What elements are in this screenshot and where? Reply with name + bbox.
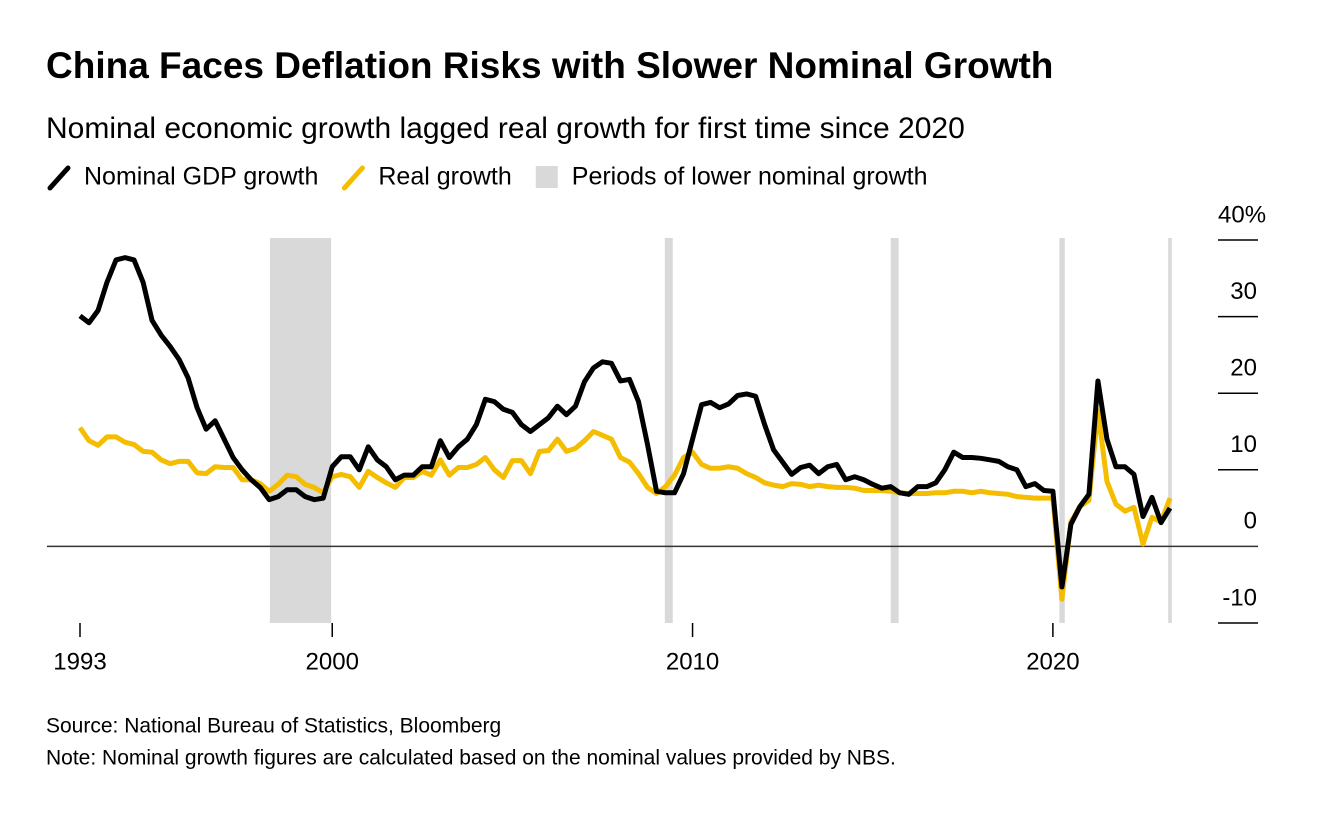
y-tick-label: 40% (1218, 201, 1266, 228)
legend-swatch (47, 165, 71, 191)
period-band (269, 238, 332, 623)
legend-swatch (535, 166, 558, 188)
y-tick-label: 0 (1244, 508, 1257, 535)
period-band (664, 238, 673, 623)
legend-swatch (341, 165, 365, 191)
series-line (78, 255, 1173, 590)
legend-label: Real growth (378, 163, 511, 191)
note: Note: Nominal growth figures are calcula… (46, 747, 896, 770)
x-tick-label: 2010 (666, 648, 719, 675)
y-tick-label: 20 (1230, 355, 1257, 382)
series-line (77, 408, 1173, 602)
period-band (1059, 238, 1065, 623)
y-tick-label: -10 (1222, 584, 1257, 611)
legend-label: Periods of lower nominal growth (572, 163, 928, 191)
x-tick-label: 2000 (306, 648, 359, 675)
period-band (1168, 238, 1172, 623)
x-tick-label: 2020 (1026, 648, 1079, 675)
legend-label: Nominal GDP growth (84, 163, 318, 191)
y-tick-label: 30 (1230, 278, 1257, 305)
y-tick-label: 10 (1230, 431, 1257, 458)
chart-subtitle: Nominal economic growth lagged real grow… (46, 112, 965, 145)
period-band (890, 238, 899, 623)
source: Source: National Bureau of Statistics, B… (46, 715, 501, 738)
chart-title: China Faces Deflation Risks with Slower … (46, 45, 1053, 86)
x-tick-label: 1993 (53, 648, 106, 675)
